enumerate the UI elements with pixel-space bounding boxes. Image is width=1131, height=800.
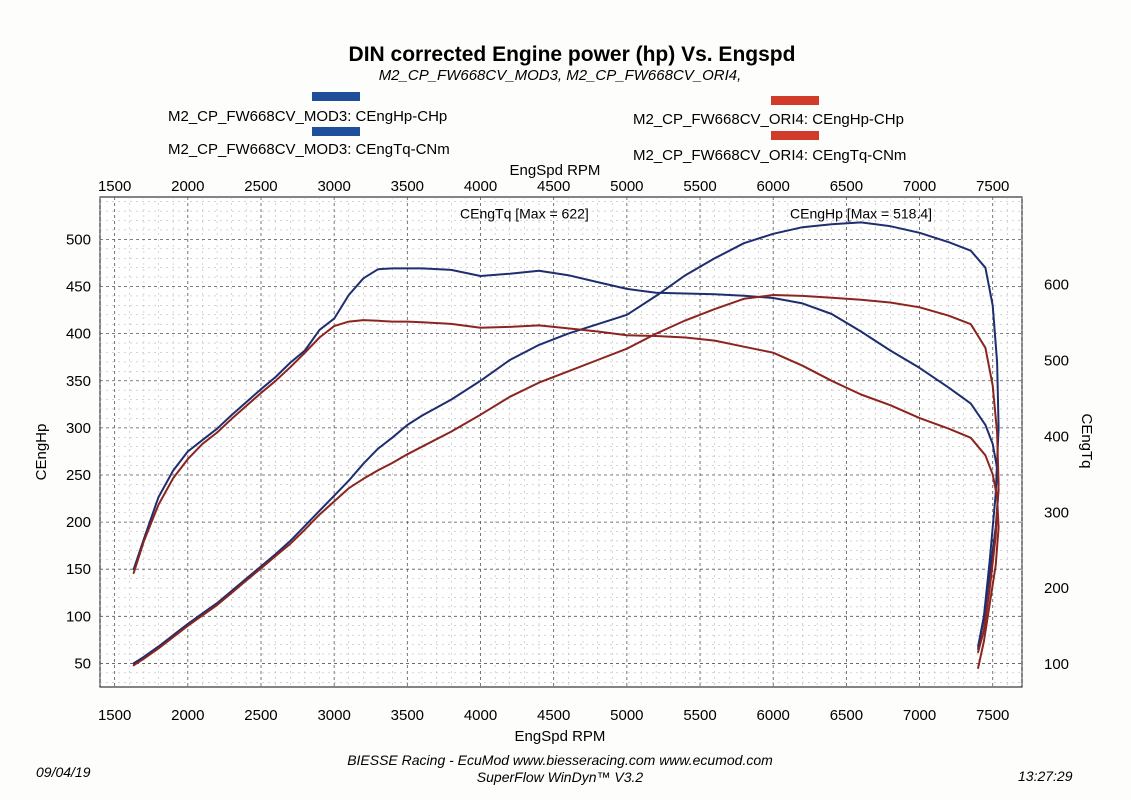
x-tick-label-top: 6500: [830, 178, 863, 195]
y-axis-label-left: CEngHp: [33, 424, 50, 481]
x-tick-label-bottom: 3000: [317, 707, 350, 724]
x-tick-label-bottom: 6000: [757, 707, 790, 724]
x-tick-label-top: 4000: [464, 178, 497, 195]
y-tick-label-left: 200: [66, 514, 91, 531]
series-line-1: [132, 221, 1000, 665]
x-tick-label-top: 6000: [757, 178, 790, 195]
y-tick-label-right: 500: [1044, 352, 1069, 369]
footer-time: 13:27:29: [1018, 768, 1073, 784]
y-tick-label-left: 250: [66, 467, 91, 484]
y-tick-label-left: 50: [74, 655, 91, 672]
x-tick-label-bottom: 1500: [98, 707, 131, 724]
x-tick-label-bottom: 7500: [976, 707, 1009, 724]
x-tick-label-bottom: 4000: [464, 707, 497, 724]
y-tick-label-left: 450: [66, 279, 91, 296]
x-tick-label-bottom: 5000: [610, 707, 643, 724]
grid: [99, 197, 1023, 687]
legend: M2_CP_FW668CV_MOD3: CEngHp-CHp M2_CP_FW6…: [168, 92, 906, 164]
x-tick-label-bottom: 3500: [391, 707, 424, 724]
series-line-3: [132, 294, 1000, 667]
x-tick-label-top: 1500: [98, 178, 131, 195]
tick-labels: 50 100 150 200 250 300 350 400 450 500 100 200 300 40…: [66, 178, 1069, 724]
chart-annotation: CEngHp [Max = 518.4]: [790, 206, 932, 222]
legend-label-ori4-tq: M2_CP_FW668CV_ORI4: CEngTq-CNm: [633, 147, 906, 164]
legend-label-mod3-hp: M2_CP_FW668CV_MOD3: CEngHp-CHp: [168, 108, 447, 125]
footer-credit-line2: SuperFlow WinDyn™ V3.2: [477, 769, 644, 785]
y-tick-label-right: 400: [1044, 428, 1069, 445]
x-tick-label-bottom: 2500: [244, 707, 277, 724]
chart-title: DIN corrected Engine power (hp) Vs. Engs…: [349, 43, 796, 66]
x-tick-label-top: 3500: [391, 178, 424, 195]
y-tick-label-left: 150: [66, 561, 91, 578]
series-lines: [132, 221, 1000, 669]
x-tick-label-top: 2000: [171, 178, 204, 195]
x-tick-label-bottom: 5500: [683, 707, 716, 724]
plot-area: [99, 196, 1023, 688]
x-tick-label-bottom: 6500: [830, 707, 863, 724]
y-tick-label-left: 400: [66, 326, 91, 343]
y-tick-label-right: 600: [1044, 276, 1069, 293]
legend-swatch-mod3-tq: [312, 127, 360, 136]
chart-subtitle: M2_CP_FW668CV_MOD3, M2_CP_FW668CV_ORI4,: [379, 67, 742, 84]
legend-swatch-ori4-tq: [771, 131, 819, 140]
x-axis-label-bottom: EngSpd RPM: [515, 728, 606, 745]
y-tick-label-right: 100: [1044, 656, 1069, 673]
legend-label-mod3-tq: M2_CP_FW668CV_MOD3: CEngTq-CNm: [168, 141, 450, 158]
series-line-4: [132, 319, 1000, 669]
series-line-2: [132, 267, 1000, 650]
legend-label-ori4-hp: M2_CP_FW668CV_ORI4: CEngHp-CHp: [633, 111, 904, 128]
x-tick-label-top: 2500: [244, 178, 277, 195]
chart-annotation: CEngTq [Max = 622]: [460, 206, 589, 222]
y-tick-label-left: 100: [66, 608, 91, 625]
x-tick-label-top: 7000: [903, 178, 936, 195]
x-tick-label-bottom: 2000: [171, 707, 204, 724]
x-tick-label-top: 5000: [610, 178, 643, 195]
footer-date: 09/04/19: [36, 764, 91, 780]
x-tick-label-bottom: 7000: [903, 707, 936, 724]
x-axis-label-top: EngSpd RPM: [510, 162, 601, 179]
legend-swatch-mod3-hp: [312, 92, 360, 101]
y-axis-label-right: CEngTq: [1078, 413, 1095, 468]
x-tick-label-top: 7500: [976, 178, 1009, 195]
y-tick-label-right: 200: [1044, 580, 1069, 597]
y-tick-label-left: 300: [66, 420, 91, 437]
y-tick-label-right: 300: [1044, 504, 1069, 521]
legend-swatch-ori4-hp: [771, 96, 819, 105]
x-tick-label-top: 3000: [317, 178, 350, 195]
annotations: CEngTq [Max = 622] CEngHp [Max = 518.4]: [460, 206, 932, 222]
y-tick-label-left: 500: [66, 231, 91, 248]
y-tick-label-left: 350: [66, 373, 91, 390]
footer-credit-line1: BIESSE Racing - EcuMod www.biesseracing.…: [347, 752, 773, 768]
x-tick-label-top: 5500: [683, 178, 716, 195]
x-tick-label-top: 4500: [537, 178, 570, 195]
x-tick-label-bottom: 4500: [537, 707, 570, 724]
